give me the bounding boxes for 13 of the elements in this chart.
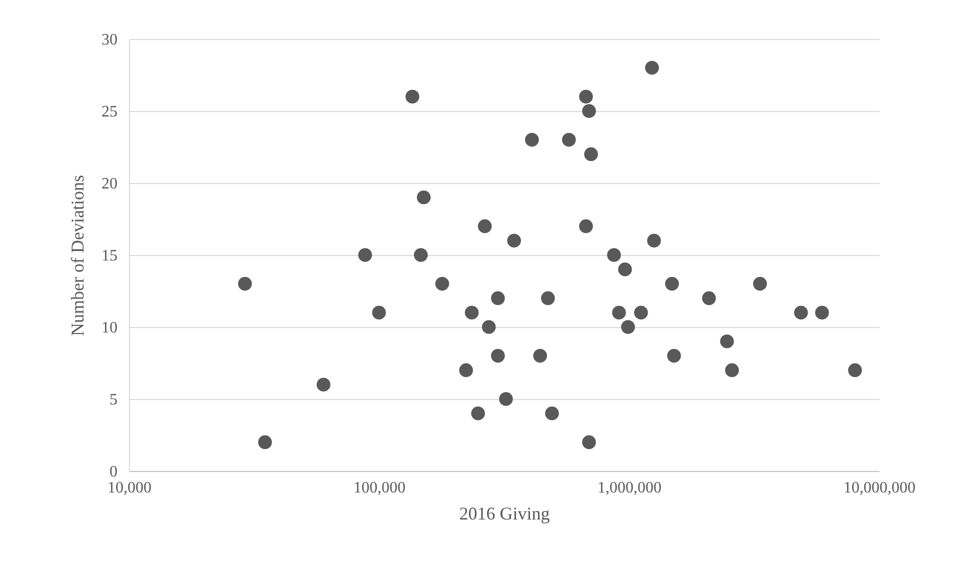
y-axis-title: Number of Deviations bbox=[68, 175, 88, 336]
y-tick-label: 15 bbox=[102, 248, 118, 264]
y-tick-label: 30 bbox=[102, 32, 118, 48]
x-tick-label: 100,000 bbox=[354, 480, 406, 496]
x-axis-title: 2016 Giving bbox=[459, 504, 550, 524]
y-tick-label: 0 bbox=[110, 464, 118, 480]
y-tick-label: 25 bbox=[102, 104, 118, 120]
y-tick-label: 20 bbox=[102, 176, 118, 192]
x-tick-label: 10,000,000 bbox=[844, 480, 916, 496]
x-tick-label: 1,000,000 bbox=[598, 480, 662, 496]
y-tick-label: 5 bbox=[110, 392, 118, 408]
x-tick-label: 10,000 bbox=[108, 480, 152, 496]
y-tick-label: 10 bbox=[102, 320, 118, 336]
